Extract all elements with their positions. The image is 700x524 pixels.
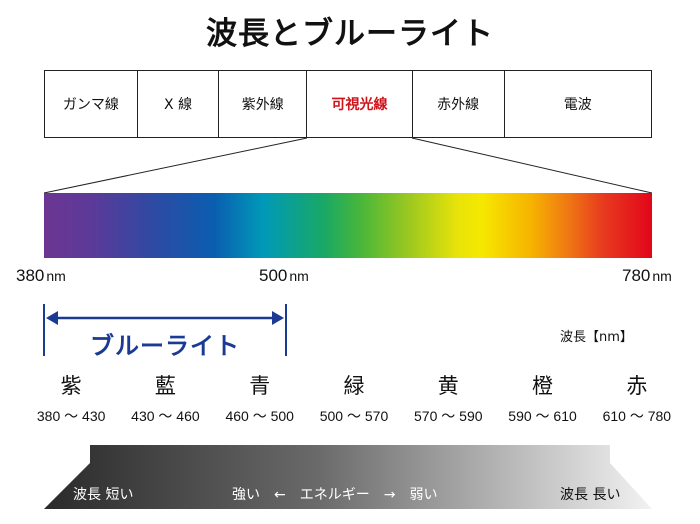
color-item-indigo: 藍 430 ～ 460 — [118, 372, 212, 426]
bluelight-arrowhead-right — [272, 311, 284, 325]
color-name: 紫 — [60, 374, 82, 398]
visible-spectrum-gradient — [44, 193, 652, 258]
color-item-blue: 青 460 ～ 500 — [213, 372, 307, 426]
projection-line-right — [411, 137, 653, 194]
color-name: 緑 — [343, 374, 365, 398]
color-range: 430 ～ 460 — [131, 408, 200, 424]
color-name: 青 — [249, 374, 271, 398]
projection-line-left — [43, 137, 308, 194]
band-infrared: 赤外線 — [413, 71, 505, 137]
color-item-yellow: 黄 570 ～ 590 — [401, 372, 495, 426]
band-xray: X 線 — [138, 71, 220, 137]
band-visible: 可視光線 — [307, 71, 413, 137]
energy-label: 強い ← エネルギー → 弱い — [232, 487, 438, 503]
bluelight-label: ブルーライト — [90, 332, 240, 360]
short-wavelength-label: 波長 短い — [73, 487, 134, 503]
wavelength-unit-note: 波長【nm】 — [560, 330, 633, 345]
color-item-green: 緑 500 ～ 570 — [307, 372, 401, 426]
color-name: 橙 — [532, 374, 554, 398]
color-name: 藍 — [154, 374, 176, 398]
color-item-violet: 紫 380 ～ 430 — [24, 372, 118, 426]
em-spectrum-bands: ガンマ線 X 線 紫外線 可視光線 赤外線 電波 — [44, 70, 652, 138]
color-range: 570 ～ 590 — [414, 408, 483, 424]
color-range: 610 ～ 780 — [602, 408, 672, 424]
band-radio: 電波 — [563, 97, 592, 113]
color-name: 赤 — [626, 374, 648, 398]
bluelight-arrowhead-left — [46, 311, 58, 325]
wavelength-start-label: 380 nm — [16, 266, 66, 285]
color-item-red: 赤 610 ～ 780 — [590, 372, 684, 426]
band-gamma: ガンマ線 — [45, 71, 138, 137]
color-ranges: 紫 380 ～ 430 藍 430 ～ 460 青 460 ～ 500 緑 50… — [24, 372, 684, 426]
wavelength-end-label: 780 nm — [622, 266, 672, 285]
page-title: 波長とブルーライト — [206, 16, 494, 52]
color-range: 460 ～ 500 — [225, 408, 294, 424]
color-range: 380 ～ 430 — [36, 408, 106, 424]
color-name: 黄 — [437, 374, 459, 398]
color-range: 500 ～ 570 — [319, 408, 389, 424]
long-wavelength-label: 波長 長い — [560, 487, 621, 503]
wavelength-mid-label: 500 nm — [259, 266, 309, 285]
band-ultraviolet: 紫外線 — [219, 71, 308, 137]
energy-arrow-bar — [44, 445, 652, 509]
color-item-orange: 橙 590 ～ 610 — [495, 372, 589, 426]
color-range: 590 ～ 610 — [508, 408, 577, 424]
